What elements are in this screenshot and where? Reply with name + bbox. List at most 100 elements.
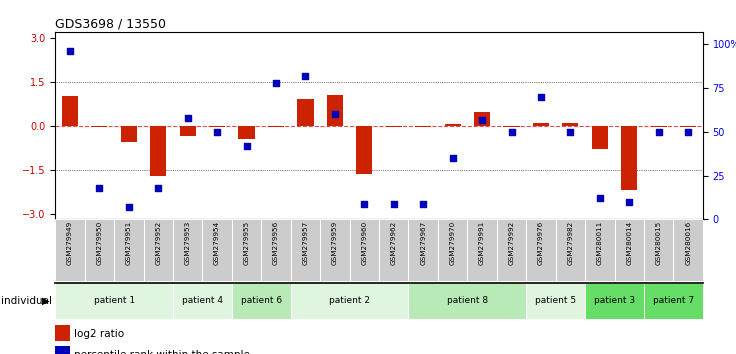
Bar xyxy=(350,219,379,281)
Point xyxy=(123,204,135,210)
Text: GSM279991: GSM279991 xyxy=(479,221,485,265)
Bar xyxy=(585,219,615,281)
Text: GSM279960: GSM279960 xyxy=(361,221,367,265)
Bar xyxy=(62,96,78,126)
Point xyxy=(358,201,370,206)
Point xyxy=(211,129,223,135)
Bar xyxy=(562,123,578,126)
Bar xyxy=(526,219,556,281)
Bar xyxy=(268,126,284,127)
Text: GSM279957: GSM279957 xyxy=(302,221,308,265)
Bar xyxy=(291,283,408,319)
Text: GSM280011: GSM280011 xyxy=(597,221,603,265)
Text: patient 5: patient 5 xyxy=(535,296,576,306)
Bar xyxy=(408,219,438,281)
Text: individual: individual xyxy=(1,296,52,306)
Text: GSM279949: GSM279949 xyxy=(67,221,73,265)
Text: ▶: ▶ xyxy=(42,296,49,306)
Text: patient 6: patient 6 xyxy=(241,296,282,306)
Point xyxy=(535,94,547,99)
Text: GSM279992: GSM279992 xyxy=(509,221,514,265)
Bar xyxy=(327,95,343,126)
Bar xyxy=(356,126,372,174)
Point xyxy=(152,185,164,191)
Point xyxy=(417,201,429,206)
Bar xyxy=(556,219,585,281)
Bar xyxy=(85,219,114,281)
Bar xyxy=(680,126,696,127)
Bar xyxy=(408,283,526,319)
Text: GSM279953: GSM279953 xyxy=(185,221,191,265)
Bar xyxy=(55,219,85,281)
Text: GSM279982: GSM279982 xyxy=(567,221,573,265)
Text: GSM279955: GSM279955 xyxy=(244,221,250,265)
Bar xyxy=(592,126,608,149)
Text: GSM279952: GSM279952 xyxy=(155,221,161,265)
Bar xyxy=(320,219,350,281)
Bar xyxy=(644,219,673,281)
Point xyxy=(506,129,517,135)
Bar xyxy=(144,219,173,281)
Bar xyxy=(651,126,667,127)
Bar xyxy=(438,219,467,281)
Text: GDS3698 / 13550: GDS3698 / 13550 xyxy=(55,18,166,31)
Point xyxy=(594,196,606,201)
Bar xyxy=(445,124,461,126)
Bar xyxy=(533,123,549,126)
Bar xyxy=(644,283,703,319)
Point xyxy=(64,48,76,54)
Bar xyxy=(526,283,585,319)
Point xyxy=(388,201,400,206)
Text: percentile rank within the sample: percentile rank within the sample xyxy=(74,350,250,354)
Point xyxy=(329,112,341,117)
Bar xyxy=(261,219,291,281)
Text: GSM279962: GSM279962 xyxy=(391,221,397,265)
Bar xyxy=(497,219,526,281)
Bar xyxy=(91,126,107,127)
Bar xyxy=(150,126,166,176)
Point xyxy=(476,117,488,122)
Bar xyxy=(297,99,314,126)
Text: patient 4: patient 4 xyxy=(182,296,223,306)
Text: GSM280016: GSM280016 xyxy=(685,221,691,265)
Point xyxy=(623,199,635,205)
Bar xyxy=(503,126,520,127)
Bar xyxy=(379,219,408,281)
Text: patient 2: patient 2 xyxy=(329,296,370,306)
Point xyxy=(682,129,694,135)
Text: GSM280014: GSM280014 xyxy=(626,221,632,265)
Bar xyxy=(173,219,202,281)
Bar xyxy=(415,126,431,127)
Text: patient 8: patient 8 xyxy=(447,296,488,306)
Text: GSM280015: GSM280015 xyxy=(656,221,662,265)
Text: GSM279959: GSM279959 xyxy=(332,221,338,265)
Bar xyxy=(467,219,497,281)
Text: GSM279967: GSM279967 xyxy=(420,221,426,265)
Bar xyxy=(180,126,196,136)
Bar xyxy=(621,126,637,190)
Bar xyxy=(55,346,70,354)
Bar xyxy=(55,325,70,341)
Point xyxy=(300,73,311,79)
Bar xyxy=(55,283,173,319)
Bar xyxy=(238,126,255,139)
Point xyxy=(565,129,576,135)
Point xyxy=(653,129,665,135)
Text: GSM279970: GSM279970 xyxy=(450,221,456,265)
Bar xyxy=(585,283,644,319)
Bar xyxy=(474,113,490,126)
Text: patient 3: patient 3 xyxy=(594,296,635,306)
Bar xyxy=(232,283,291,319)
Point xyxy=(270,80,282,86)
Text: GSM279951: GSM279951 xyxy=(126,221,132,265)
Text: GSM279976: GSM279976 xyxy=(538,221,544,265)
Bar xyxy=(673,219,703,281)
Point xyxy=(93,185,105,191)
Bar xyxy=(386,126,402,127)
Bar xyxy=(173,283,232,319)
Point xyxy=(241,143,252,149)
Point xyxy=(182,115,194,121)
Bar xyxy=(232,219,261,281)
Text: GSM279954: GSM279954 xyxy=(214,221,220,265)
Bar xyxy=(291,219,320,281)
